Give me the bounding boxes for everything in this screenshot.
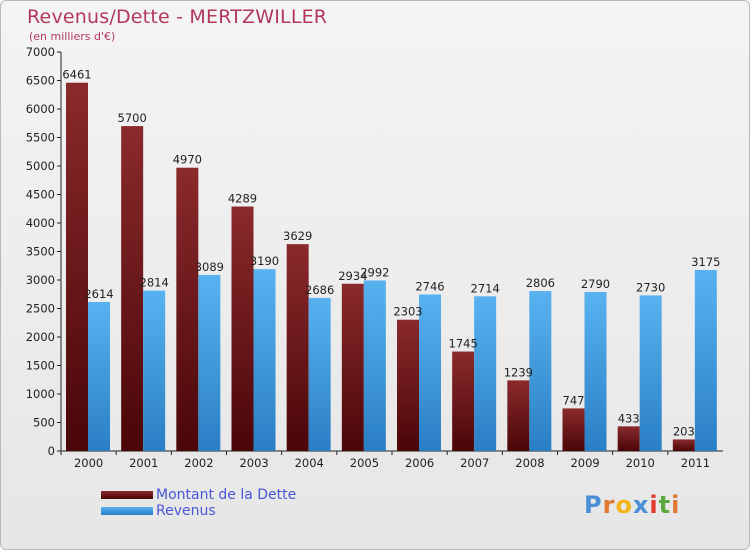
logo-letter: i (649, 491, 659, 519)
y-tick-label: 1000 (26, 387, 55, 401)
value-label-dette: 3629 (283, 229, 312, 243)
value-label-dette: 2934 (338, 269, 367, 283)
bar-revenus (529, 291, 552, 451)
bar-dette (341, 283, 364, 451)
y-tick-label: 5000 (26, 159, 55, 173)
logo-letter: i (671, 491, 681, 519)
y-tick-label: 2500 (26, 302, 55, 316)
value-label-revenus: 2686 (305, 283, 334, 297)
value-label-dette: 747 (563, 393, 585, 407)
value-label-revenus: 2992 (360, 265, 389, 279)
y-tick-label: 6000 (26, 102, 55, 116)
proxiti-logo: Proxiti (584, 491, 680, 519)
bar-revenus (363, 280, 386, 451)
y-tick-label: 3000 (26, 273, 55, 287)
x-tick-label: 2008 (515, 456, 544, 470)
bar-revenus (308, 297, 331, 451)
value-label-dette: 4970 (173, 153, 202, 167)
legend-swatch-revenus (101, 507, 153, 515)
legend-label-revenus: Revenus (156, 503, 216, 519)
value-label-dette: 1745 (449, 337, 478, 351)
chart-title: Revenus/Dette - MERTZWILLER (27, 6, 328, 28)
x-tick-label: 2006 (405, 456, 434, 470)
x-tick-label: 2009 (570, 456, 599, 470)
bar-revenus (419, 294, 441, 451)
bar-dette (66, 82, 88, 452)
bar-revenus (639, 295, 662, 451)
value-label-dette: 5700 (118, 111, 147, 125)
value-label-revenus: 2790 (581, 277, 610, 291)
logo-letter: P (584, 491, 603, 519)
value-label-dette: 203 (673, 424, 695, 438)
bar-revenus (253, 269, 276, 451)
value-label-revenus: 2806 (526, 276, 555, 290)
bar-revenus (88, 302, 110, 451)
chart-subtitle: (en milliers d'€) (29, 30, 116, 43)
logo-letter: x (632, 491, 650, 519)
value-label-revenus: 2730 (636, 280, 665, 294)
y-tick-label: 1500 (26, 359, 55, 373)
bar-dette (121, 126, 144, 451)
y-tick-label: 3500 (26, 245, 55, 259)
bars (66, 82, 717, 452)
value-label-revenus: 2714 (471, 281, 500, 295)
y-tick-label: 7000 (26, 45, 55, 59)
y-tick-label: 2000 (26, 330, 55, 344)
bar-revenus (694, 270, 717, 451)
value-labels: 6461 2614 5700 2814 4970 3089 4289 3190 3629 2686… (62, 68, 720, 439)
bar-revenus (474, 296, 497, 451)
bar-dette (452, 351, 475, 451)
value-label-revenus: 2746 (415, 279, 444, 293)
value-label-dette: 2303 (393, 305, 422, 319)
y-tick-label: 4500 (26, 188, 55, 202)
logo-letter: r (602, 491, 616, 519)
x-tick-label: 2000 (74, 456, 103, 470)
y-tick-label: 6500 (26, 74, 55, 88)
x-tick-label: 2002 (184, 456, 213, 470)
logo-letter: t (658, 491, 672, 519)
bar-dette (176, 167, 199, 451)
axes: 0 500 1000 1500 2000 2500 3000 3500 4000 4500 5000… (26, 45, 723, 470)
x-tick-label: 2007 (460, 456, 489, 470)
bar-revenus (584, 291, 607, 451)
x-tick-label: 2005 (350, 456, 379, 470)
y-tick-label: 500 (33, 416, 55, 430)
bar-dette (507, 380, 530, 451)
x-tick-label: 2010 (626, 456, 655, 470)
y-tick-label: 5500 (26, 131, 55, 145)
value-label-revenus: 3175 (691, 255, 720, 269)
y-tick-label: 4000 (26, 216, 55, 230)
x-tick-label: 2003 (239, 456, 268, 470)
bar-dette (562, 408, 585, 451)
legend-swatch-dette (101, 491, 153, 499)
value-label-dette: 1239 (504, 365, 533, 379)
y-tick-label: 0 (48, 444, 55, 458)
legend-label-dette: Montant de la Dette (156, 487, 297, 503)
value-label-revenus: 2614 (84, 287, 113, 301)
bar-dette (286, 244, 309, 451)
value-label-revenus: 3089 (195, 260, 224, 274)
bar-revenus (143, 290, 166, 451)
value-label-dette: 433 (618, 411, 640, 425)
bar-dette (231, 206, 254, 451)
value-label-revenus: 3190 (250, 254, 279, 268)
x-tick-label: 2001 (129, 456, 158, 470)
value-label-revenus: 2814 (140, 276, 169, 290)
logo-letter: o (615, 491, 633, 519)
x-tick-label: 2011 (681, 456, 710, 470)
value-label-dette: 4289 (228, 192, 257, 206)
bar-dette (617, 426, 640, 451)
bar-dette (397, 319, 419, 451)
x-tick-label: 2004 (295, 456, 324, 470)
bar-revenus (198, 274, 221, 451)
value-label-dette: 6461 (62, 68, 91, 82)
bar-dette (672, 439, 695, 451)
